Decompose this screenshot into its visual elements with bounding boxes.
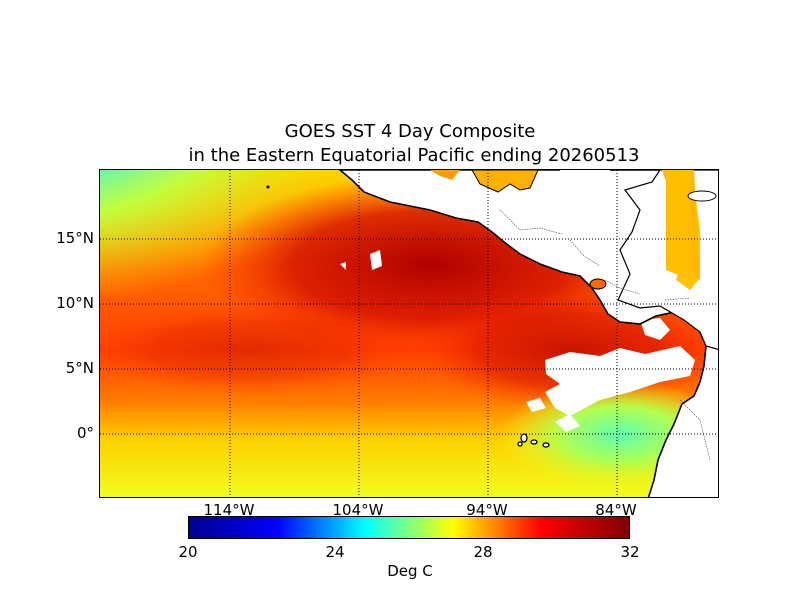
- colorbar-tick-24: 24: [325, 543, 345, 561]
- lon-label-84w: 84°W: [595, 501, 637, 519]
- colorbar-tick-32: 32: [620, 543, 640, 561]
- map-title-line-2: in the Eastern Equatorial Pacific ending…: [188, 145, 640, 166]
- lon-label-114w: 114°W: [203, 501, 255, 519]
- lat-label-15n: 15°N: [56, 229, 94, 247]
- lat-label-0: 0°: [76, 424, 94, 442]
- graticule: [100, 170, 718, 497]
- colorbar-label: Deg C: [387, 562, 433, 580]
- map-title-line-1: GOES SST 4 Day Composite: [284, 121, 536, 142]
- lat-label-5n: 5°N: [65, 359, 94, 377]
- colorbar-tick-28: 28: [473, 543, 493, 561]
- missing-data-patches: [340, 250, 695, 432]
- lon-label-94w: 94°W: [466, 501, 508, 519]
- lon-label-104w: 104°W: [332, 501, 384, 519]
- lat-label-10n: 10°N: [56, 294, 94, 312]
- colorbar-tick-20: 20: [178, 543, 198, 561]
- sst-map: [99, 169, 719, 498]
- colorbar: [188, 516, 630, 539]
